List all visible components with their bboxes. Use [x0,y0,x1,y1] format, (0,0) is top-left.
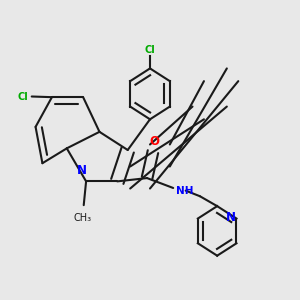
Text: Cl: Cl [145,45,155,55]
Text: NH: NH [176,186,193,196]
Text: N: N [77,164,87,177]
Text: CH₃: CH₃ [73,213,91,224]
Text: O: O [149,135,160,148]
Text: N: N [226,212,236,224]
Text: Cl: Cl [17,92,28,101]
